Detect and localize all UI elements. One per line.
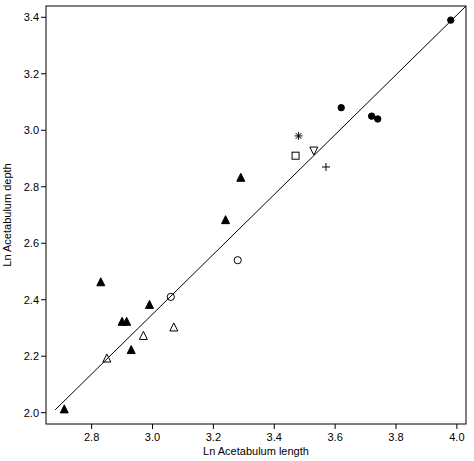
point bbox=[103, 354, 111, 362]
point bbox=[60, 405, 68, 413]
x-tick-label: 3.0 bbox=[145, 431, 160, 443]
point bbox=[368, 113, 374, 119]
point bbox=[295, 132, 303, 140]
x-tick bbox=[213, 424, 214, 429]
x-tick bbox=[456, 424, 457, 429]
y-tick-label: 3.4 bbox=[24, 11, 39, 23]
y-tick bbox=[41, 299, 46, 300]
fit-line bbox=[55, 6, 466, 410]
x-tick-label: 3.8 bbox=[388, 431, 403, 443]
point bbox=[123, 317, 131, 325]
point bbox=[292, 152, 299, 159]
x-tick-label: 2.8 bbox=[84, 431, 99, 443]
y-tick-label: 2.8 bbox=[24, 181, 39, 193]
point bbox=[448, 17, 454, 23]
y-tick-label: 2.6 bbox=[24, 237, 39, 249]
y-tick-label: 2.2 bbox=[24, 350, 39, 362]
point bbox=[322, 163, 330, 171]
y-tick bbox=[41, 73, 46, 74]
point bbox=[375, 116, 381, 122]
plot-area bbox=[55, 6, 466, 413]
point bbox=[170, 323, 178, 331]
y-tick-label: 2.4 bbox=[24, 294, 39, 306]
point bbox=[139, 331, 147, 339]
point bbox=[237, 173, 245, 181]
x-tick-label: 3.4 bbox=[267, 431, 282, 443]
point bbox=[97, 278, 105, 286]
point bbox=[222, 216, 230, 224]
y-tick-label: 2.0 bbox=[24, 407, 39, 419]
y-tick-label: 3.2 bbox=[24, 68, 39, 80]
point bbox=[127, 346, 135, 354]
point bbox=[310, 147, 318, 155]
x-tick bbox=[274, 424, 275, 429]
x-tick-label: 4.0 bbox=[449, 431, 464, 443]
x-tick-label: 3.2 bbox=[206, 431, 221, 443]
x-tick-label: 3.6 bbox=[327, 431, 342, 443]
chart: 2.8 3.0 3.2 3.4 3.6 3.8 4.0 2.0 2.2 2.4 2.6 2.8 3.0 3… bbox=[0, 0, 474, 461]
y-tick bbox=[41, 243, 46, 244]
y-tick bbox=[41, 356, 46, 357]
point bbox=[234, 257, 241, 264]
y-tick bbox=[41, 17, 46, 18]
y-axis-label: Ln Acetabulum depth bbox=[1, 163, 13, 266]
y-tick bbox=[41, 186, 46, 187]
point bbox=[145, 300, 153, 308]
x-tick bbox=[91, 424, 92, 429]
x-tick bbox=[396, 424, 397, 429]
plot-frame bbox=[46, 6, 466, 424]
x-axis-label: Ln Acetabulum length bbox=[203, 445, 309, 457]
x-tick bbox=[335, 424, 336, 429]
y-tick-label: 3.0 bbox=[24, 124, 39, 136]
point bbox=[338, 104, 344, 110]
x-tick bbox=[152, 424, 153, 429]
y-tick bbox=[41, 130, 46, 131]
y-tick bbox=[41, 412, 46, 413]
